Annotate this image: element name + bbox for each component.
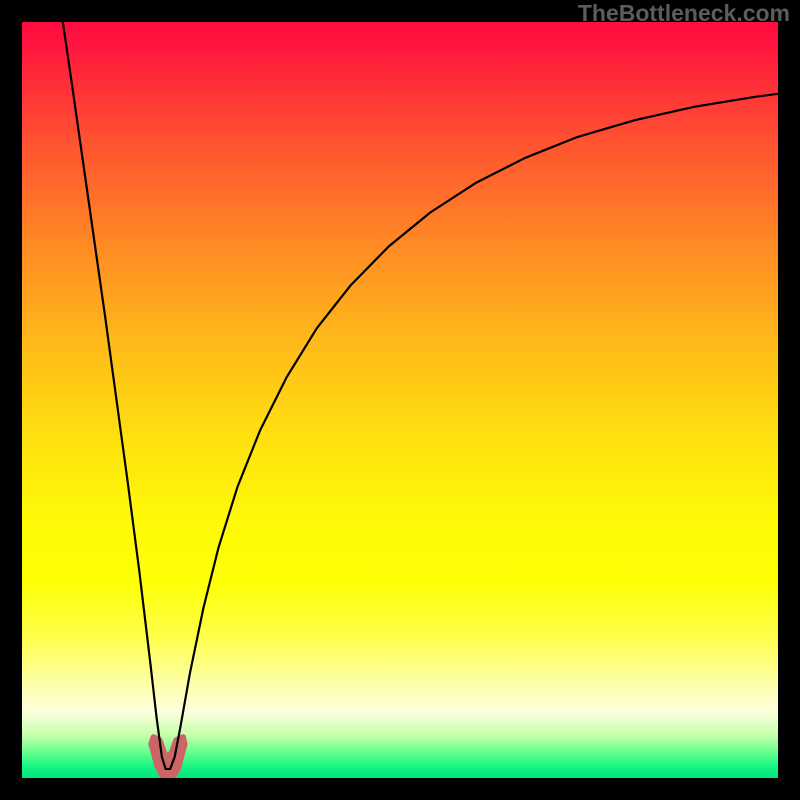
chart-background [22,22,778,778]
watermark-label: TheBottleneck.com [578,0,790,27]
chart-frame: TheBottleneck.com [0,0,800,800]
plot-svg [22,22,778,778]
plot-area [22,22,778,778]
